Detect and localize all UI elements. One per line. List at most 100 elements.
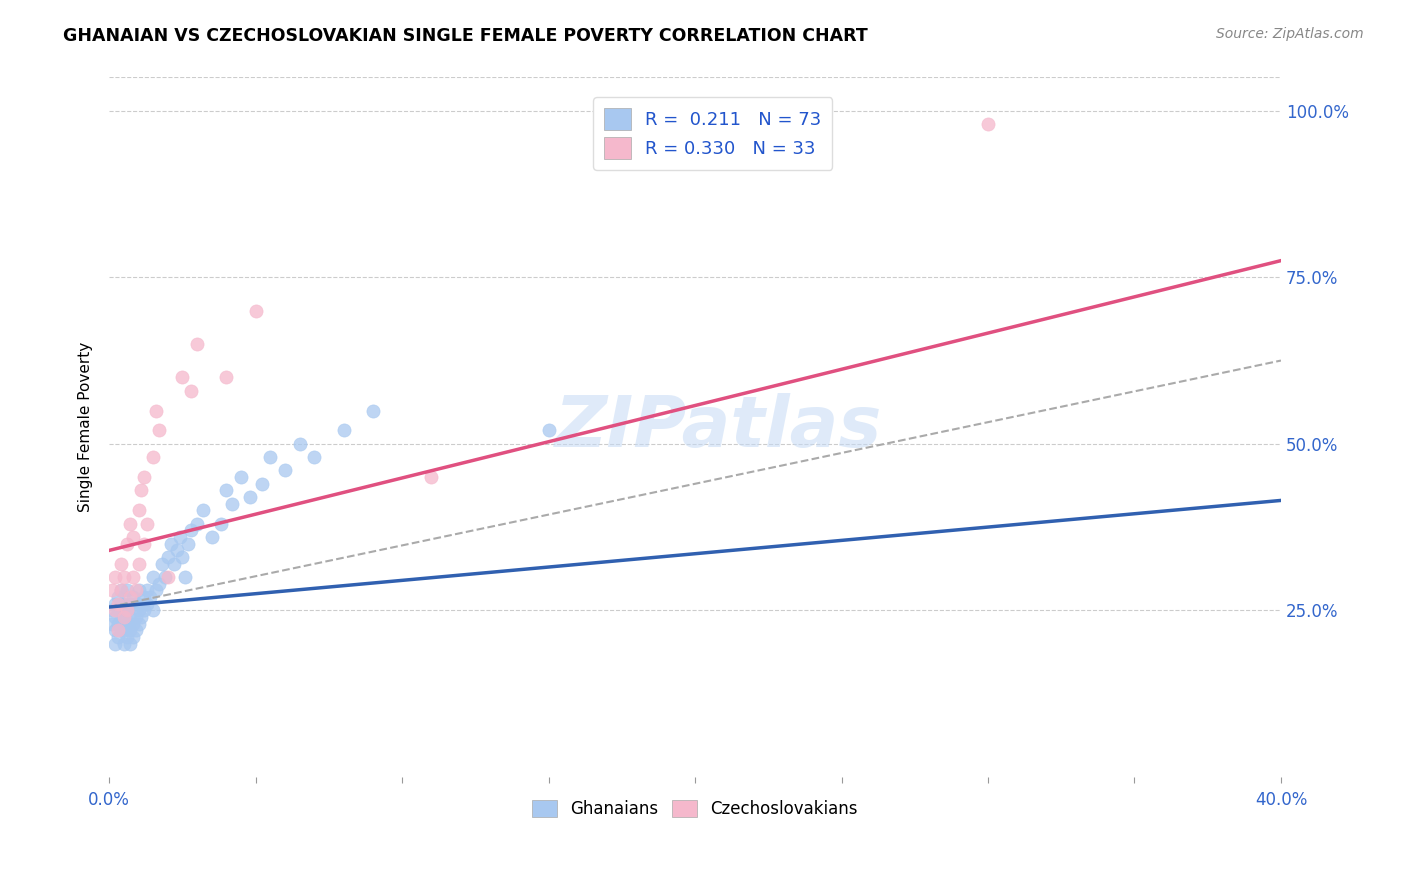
Point [239,490,262,504]
Point [139,590,162,604]
Point [112,570,135,584]
Point [110,583,132,598]
Point [180,384,202,398]
Point [112,637,135,651]
Point [229,470,252,484]
Point [136,597,159,611]
Point [104,597,127,611]
Point [131,483,153,498]
Point [121,530,143,544]
Point [112,597,135,611]
Point [134,603,156,617]
Point [118,637,141,651]
Point [169,530,191,544]
Point [245,303,267,318]
Point [145,583,167,598]
Point [115,603,138,617]
Point [136,583,159,598]
Point [124,583,146,598]
Point [191,503,214,517]
Point [148,424,170,438]
Point [186,337,208,351]
Point [977,117,1000,131]
Point [159,537,181,551]
Point [115,630,138,644]
Point [145,403,167,417]
Point [128,616,150,631]
Point [112,610,135,624]
Point [186,516,208,531]
Point [124,610,146,624]
Point [121,570,143,584]
Point [259,450,281,464]
Point [134,470,156,484]
Point [221,497,243,511]
Point [118,597,141,611]
Point [118,516,141,531]
Point [118,610,141,624]
Point [115,537,138,551]
Point [153,570,176,584]
Point [274,463,297,477]
Point [124,597,146,611]
Point [537,424,560,438]
Point [136,516,159,531]
Point [104,637,127,651]
Point [124,624,146,638]
Point [107,616,129,631]
Point [112,610,135,624]
Point [115,583,138,598]
Point [121,616,143,631]
Point [107,597,129,611]
Point [104,610,127,624]
Point [110,610,132,624]
Y-axis label: Single Female Poverty: Single Female Poverty [79,342,93,512]
Point [121,630,143,644]
Point [134,537,156,551]
Point [118,624,141,638]
Point [134,590,156,604]
Point [128,583,150,598]
Point [128,603,150,617]
Point [107,590,129,604]
Point [107,630,129,644]
Point [215,370,238,384]
Point [128,557,150,571]
Point [166,543,188,558]
Point [110,597,132,611]
Point [332,424,354,438]
Point [142,603,165,617]
Point [118,590,141,604]
Point [107,603,129,617]
Point [142,570,165,584]
Point [101,583,124,598]
Point [156,570,179,584]
Point [361,403,384,417]
Point [112,624,135,638]
Point [148,576,170,591]
Point [180,524,202,538]
Point [156,549,179,564]
Point [304,450,326,464]
Point [142,450,165,464]
Point [101,603,124,617]
Point [110,583,132,598]
Point [104,603,127,617]
Point [250,476,273,491]
Text: Source: ZipAtlas.com: Source: ZipAtlas.com [1216,27,1364,41]
Point [177,537,200,551]
Point [288,437,311,451]
Point [128,503,150,517]
Text: GHANAIAN VS CZECHOSLOVAKIAN SINGLE FEMALE POVERTY CORRELATION CHART: GHANAIAN VS CZECHOSLOVAKIAN SINGLE FEMAL… [63,27,868,45]
Text: ZIPatlas: ZIPatlas [555,392,882,462]
Point [115,603,138,617]
Legend: Ghanaians, Czechoslovakians: Ghanaians, Czechoslovakians [526,793,865,824]
Point [104,570,127,584]
Point [215,483,238,498]
Point [420,470,443,484]
Point [121,590,143,604]
Point [174,570,197,584]
Point [110,557,132,571]
Point [107,624,129,638]
Point [104,624,127,638]
